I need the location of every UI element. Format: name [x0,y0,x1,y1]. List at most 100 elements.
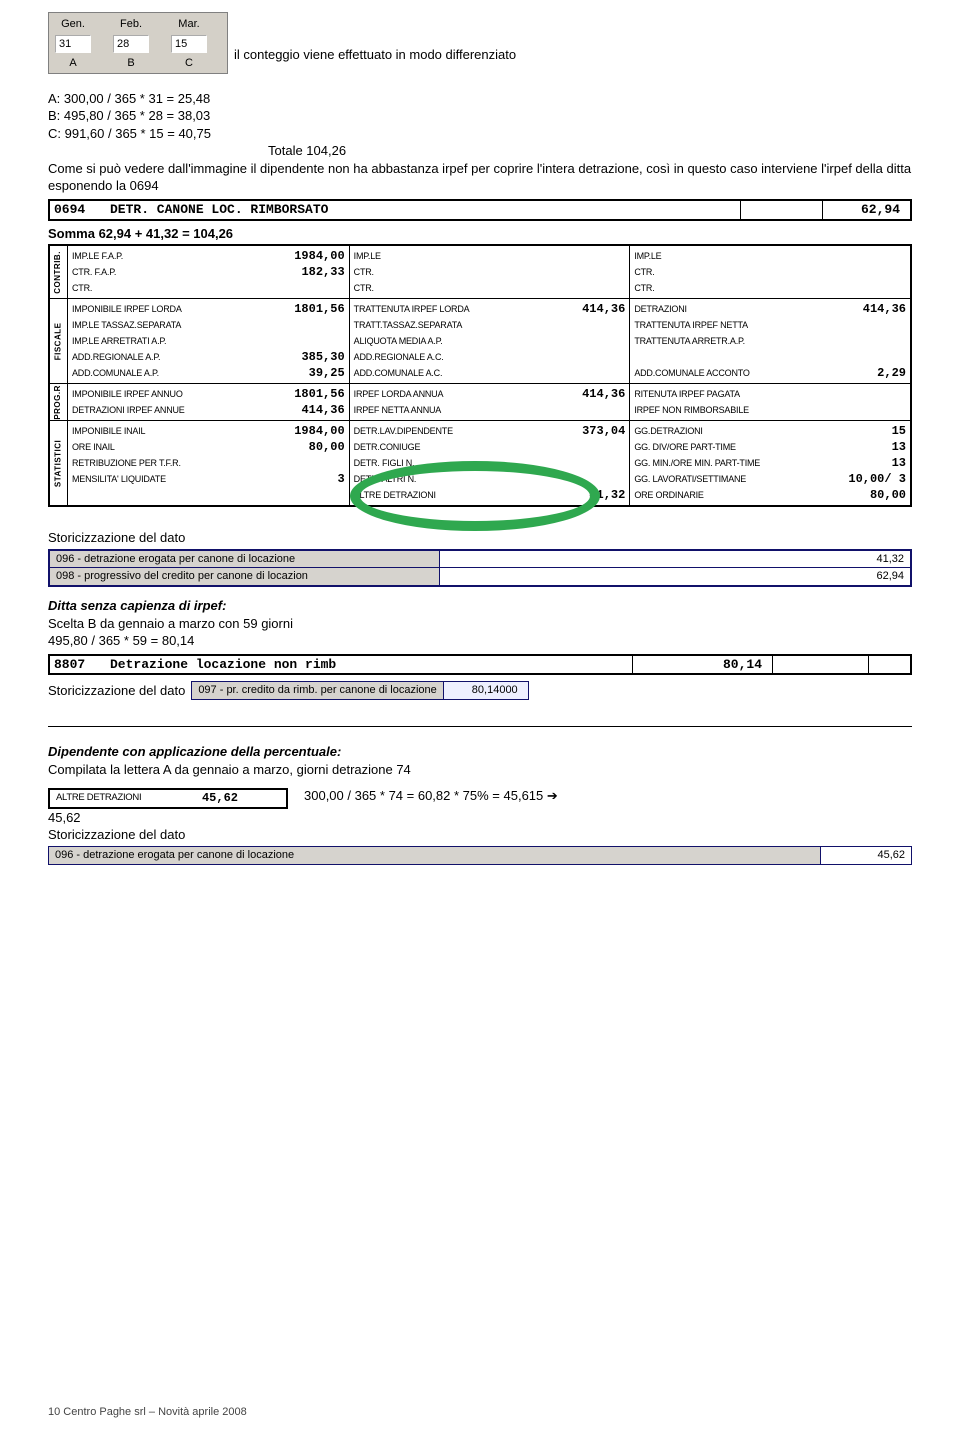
val-8807: 80,14 [632,656,772,674]
payroll-value: 80,00 [870,487,906,503]
payroll-label: RITENUTA IRPEF PAGATA [634,388,740,400]
payroll-label: CTR. [354,282,374,294]
payroll-label: IMP.LE F.A.P. [72,250,123,262]
calc-b2: 495,80 / 365 * 59 = 80,14 [48,632,912,650]
payroll-value: 41,32 [589,487,625,503]
stor-val: 41,32 [810,551,910,568]
payroll-label: IRPEF NETTA ANNUA [354,404,441,416]
month-input-gen[interactable] [55,35,91,53]
month-input-feb[interactable] [113,35,149,53]
payroll-label: CTR. [634,266,654,278]
month-letter: A [69,56,76,71]
payroll-label: IRPEF NON RIMBORSABILE [634,404,749,416]
side-stat: STATISTICI [53,439,64,486]
detr-val: 62,94 [822,201,910,219]
payroll-value: 414,36 [863,301,906,317]
altre-detr-row: ALTRE DETRAZIONI 45,62 [48,788,288,808]
payroll-label: ADD.REGIONALE A.C. [354,351,444,363]
code-8807: 8807 [50,656,106,674]
payroll-value: 182,33 [301,264,344,280]
scelta-b: Scelta B da gennaio a marzo con 59 giorn… [48,615,912,633]
page-footer: 10 Centro Paghe srl – Novità aprile 2008 [48,1405,247,1420]
totale: Totale 104,26 [268,142,912,160]
calc-dip: 300,00 / 365 * 74 = 60,82 * 75% = 45,615… [304,787,558,805]
months-widget: Gen. A Feb. B Mar. C [48,12,228,74]
payroll-label: DETR.CONIUGE [354,441,421,453]
stor2-val: 80,14000 [444,682,528,699]
payroll-label: TRATTENUTA IRPEF NETTA [634,319,748,331]
month-letter: C [185,56,193,71]
storic-label: Storicizzazione del dato [48,682,185,700]
payroll-label: IMPONIBILE IRPEF ANNUO [72,388,183,400]
detr-desc: DETR. CANONE LOC. RIMBORSATO [106,201,740,219]
storic-label: Storicizzazione del dato [48,529,912,547]
month-header: Mar. [178,17,199,32]
payroll-label: CTR. [634,282,654,294]
payroll-value: 39,25 [309,365,345,381]
payroll-label: TRATTENUTA ARRETR.A.P. [634,335,745,347]
intro-text: il conteggio viene effettuato in modo di… [228,12,516,64]
payroll-label: GG.DETRAZIONI [634,425,702,437]
payroll-label: IMP.LE [354,250,381,262]
payroll-value: 414,36 [301,402,344,418]
payroll-label: ORE INAIL [72,441,115,453]
calc-a: A: 300,00 / 365 * 31 = 25,48 [48,90,912,108]
month-header: Feb. [120,17,142,32]
payroll-value: 1984,00 [294,248,344,264]
payroll-value: 80,00 [309,439,345,455]
storic-label: Storicizzazione del dato [48,826,912,844]
payroll-label: IMPONIBILE IRPEF LORDA [72,303,182,315]
payroll-value: 1801,56 [294,386,344,402]
payroll-label: IMP.LE ARRETRATI A.P. [72,335,166,347]
storic-table-1: 096 - detrazione erogata per canone di l… [48,549,912,588]
payroll-value: 13 [892,439,906,455]
payroll-value: 373,04 [582,423,625,439]
payroll-value: 414,36 [582,301,625,317]
payroll-value: 414,36 [582,386,625,402]
stor-val: 62,94 [810,568,910,585]
divider [48,726,912,727]
payroll-label: TRATTENUTA IRPEF LORDA [354,303,470,315]
ditta-title: Ditta senza capienza di irpef: [48,597,912,615]
detr-row: 0694 DETR. CANONE LOC. RIMBORSATO 62,94 [48,199,912,221]
payroll-value: 385,30 [301,349,344,365]
payroll-label: ALIQUOTA MEDIA A.P. [354,335,443,347]
payroll-label: ADD.REGIONALE A.P. [72,351,160,363]
payroll-label: DETR.LAV.DIPENDENTE [354,425,453,437]
side-contrib: CONTRIB. [53,251,64,294]
month-input-mar[interactable] [171,35,207,53]
payroll-value: 10,00/ 3 [848,471,906,487]
payroll-label: MENSILITA' LIQUIDATE [72,473,166,485]
payroll-label: ADD.COMUNALE ACCONTO [634,367,749,379]
side-fiscale: FISCALE [53,322,64,360]
payroll-label: DETR. FIGLI N. [354,457,415,469]
paragraph: Come si può vedere dall'immagine il dipe… [48,160,912,195]
somma-text: Somma 62,94 + 41,32 = 104,26 [48,225,912,243]
payroll-grid: CONTRIB. IMP.LE F.A.P. 1984,00 CTR. F.A.P.… [48,244,912,507]
altre-lbl: ALTRE DETRAZIONI [50,791,147,806]
payroll-label: GG. MIN./ORE MIN. PART-TIME [634,457,760,469]
month-letter: B [127,56,134,71]
calc-b: B: 495,80 / 365 * 28 = 38,03 [48,107,912,125]
stor3-val: 45,62 [821,847,911,864]
payroll-label: ALTRE DETRAZIONI [354,489,436,501]
storic-3: 096 - detrazione erogata per canone di l… [48,846,912,865]
payroll-value: 15 [892,423,906,439]
payroll-label: ADD.COMUNALE A.C. [354,367,443,379]
payroll-label: DETR. ALTRI N. [354,473,417,485]
payroll-label: CTR. F.A.P. [72,266,116,278]
payroll-label: IMP.LE TASSAZ.SEPARATA [72,319,181,331]
side-progr: PROG.R [53,385,64,420]
payroll-label: DETRAZIONI IRPEF ANNUE [72,404,185,416]
payroll-label: IRPEF LORDA ANNUA [354,388,444,400]
detr-code: 0694 [50,201,106,219]
payroll-label: TRATT.TASSAZ.SEPARATA [354,319,462,331]
payroll-label: CTR. [354,266,374,278]
altre-val: 45,62 [202,790,248,806]
res-45: 45,62 [48,809,912,827]
dipendente-title: Dipendente con applicazione della percen… [48,743,912,761]
payroll-value: 2,29 [877,365,906,381]
payroll-label: ADD.COMUNALE A.P. [72,367,159,379]
month-header: Gen. [61,17,85,32]
stor3-desc: 096 - detrazione erogata per canone di l… [49,847,821,864]
